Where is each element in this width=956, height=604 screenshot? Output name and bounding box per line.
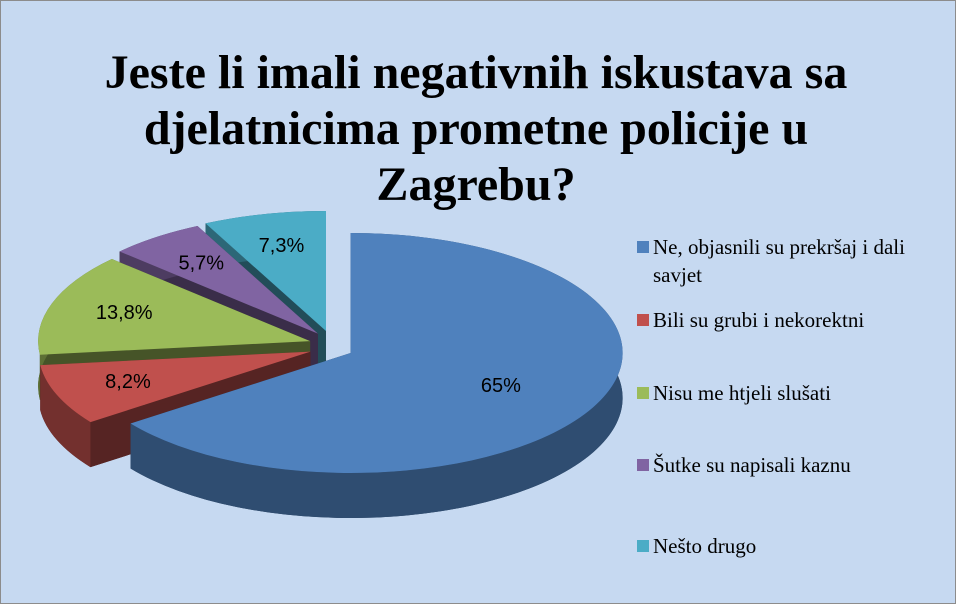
slice-wall <box>130 232 623 518</box>
legend-swatch <box>637 540 649 552</box>
slice-wall <box>40 365 91 468</box>
slice-top <box>40 351 311 423</box>
data-label: 13,8% <box>96 302 153 324</box>
legend-item: Ne, objasnili su prekršaj i dali savjet <box>637 233 955 289</box>
slice-top <box>119 226 318 334</box>
legend-label: Šutke su napisali kaznu <box>653 453 851 477</box>
legend-swatch <box>637 459 649 471</box>
legend-swatch <box>637 387 649 399</box>
chart-title: Jeste li imali negativnih iskustava sa d… <box>104 46 848 211</box>
legend-swatch <box>637 314 649 326</box>
data-label: 5,7% <box>179 252 225 274</box>
slice-top <box>130 232 623 473</box>
legend-item: Bili su grubi i nekorektni <box>637 306 955 334</box>
legend-label: Bili su grubi i nekorektni <box>653 308 865 332</box>
data-label: 8,2% <box>105 371 151 393</box>
legend-item: Šutke su napisali kaznu <box>637 451 955 479</box>
data-label: 7,3% <box>259 235 305 257</box>
legend-item: Nešto drugo <box>637 532 955 560</box>
legend-swatch <box>637 241 649 253</box>
legend-item: Nisu me htjeli slušati <box>637 379 955 407</box>
legend-label: Nisu me htjeli slušati <box>653 381 831 405</box>
slice-top <box>38 259 311 355</box>
data-label: 65% <box>481 375 521 397</box>
legend-label: Nešto drugo <box>653 534 757 558</box>
slice-top <box>205 211 326 332</box>
legend-label: Ne, objasnili su prekršaj i dali savjet <box>653 235 905 287</box>
slice <box>130 232 623 518</box>
